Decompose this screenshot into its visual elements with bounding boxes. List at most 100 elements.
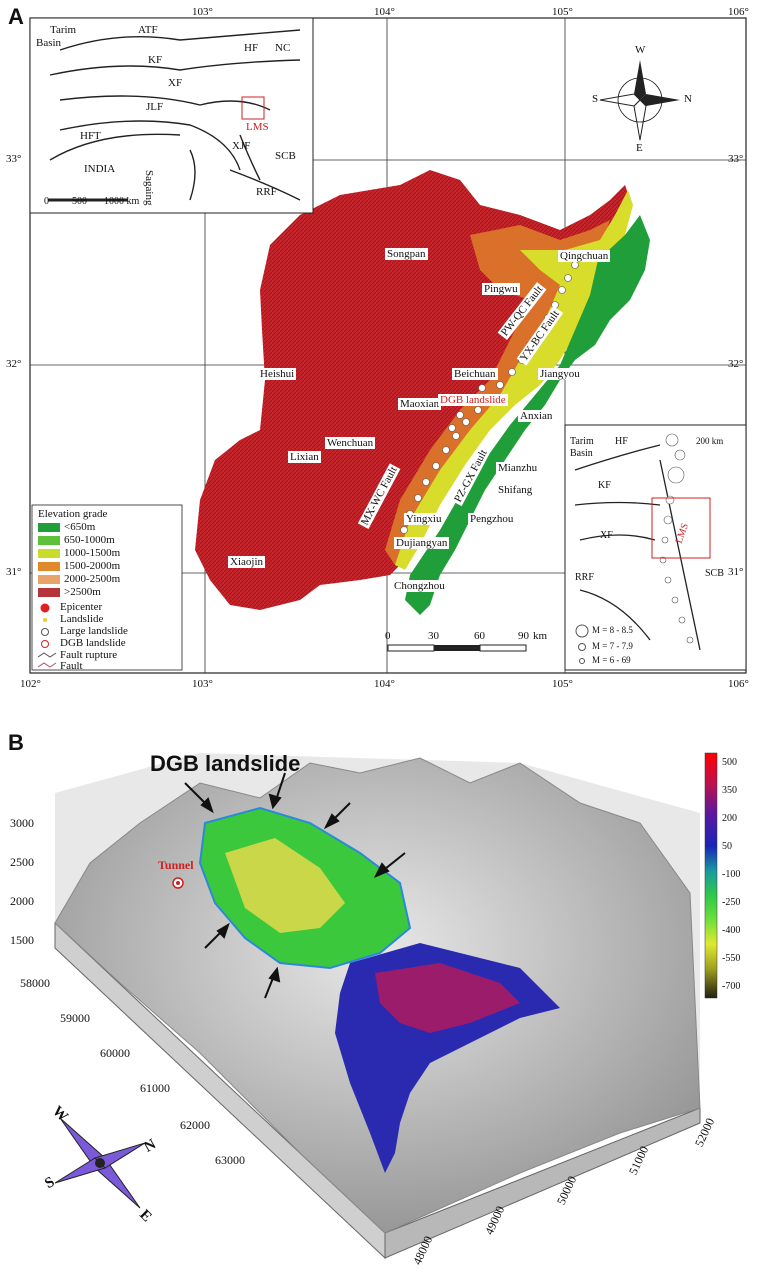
eq-inset-scb: SCB bbox=[705, 568, 724, 579]
inset-label-hf: HF bbox=[244, 42, 259, 54]
x-tick-51000: 51000 bbox=[625, 1143, 652, 1177]
city-mianzhu: Mianzhu bbox=[496, 462, 540, 474]
z-tick-1500: 1500 bbox=[10, 933, 34, 947]
inset-eq-lms-box bbox=[651, 497, 711, 559]
city-anxian: Anxian bbox=[518, 410, 555, 422]
compass3d-e: E bbox=[136, 1206, 155, 1226]
inset-label-xf: XF bbox=[168, 77, 183, 89]
lon-label-104-bottom: 104° bbox=[374, 678, 395, 690]
y-tick-62000: 62000 bbox=[180, 1118, 210, 1132]
eq-inset-basin: Basin bbox=[570, 448, 593, 459]
city-dgb-landslide: DGB landslide bbox=[438, 394, 508, 406]
inset-eq-mag-symbols bbox=[575, 624, 589, 664]
eq-inset-mag-1: M = 8 - 8.5 bbox=[592, 625, 633, 635]
inset-label-india: INDIA bbox=[84, 163, 116, 175]
legend-epicenter: Epicenter bbox=[60, 601, 103, 613]
inset-label-jlf: JLF bbox=[146, 101, 164, 113]
legend-grade-5: 2000-2500m bbox=[64, 573, 121, 585]
inset-tectonic-faults bbox=[49, 29, 301, 201]
block-right-face bbox=[384, 1107, 701, 1259]
cbar-tick-50: 50 bbox=[722, 841, 732, 852]
panel-b-labels: DGB landslide Tunnel 3000 2500 2000 1500… bbox=[0, 713, 761, 1273]
inset-label-sagaing: Sagaing bbox=[143, 170, 155, 206]
eq-inset-mag-2: M = 7 - 7.9 bbox=[592, 641, 633, 651]
panel-a-map bbox=[29, 17, 747, 674]
city-heishui: Heishui bbox=[258, 368, 297, 380]
inset-label-hft: HFT bbox=[80, 130, 101, 142]
cbar-tick-500: 500 bbox=[722, 757, 737, 768]
lon-label-106-bottom: 106° bbox=[728, 678, 749, 690]
inset-scale-1000: 1000 km bbox=[104, 196, 140, 207]
inset-label-atf: ATF bbox=[138, 24, 158, 36]
y-tick-59000: 59000 bbox=[60, 1011, 90, 1025]
z-tick-3000: 3000 bbox=[10, 816, 34, 830]
city-shifang: Shifang bbox=[496, 484, 535, 496]
compass-e: E bbox=[636, 142, 643, 154]
inset-label-tarim: Tarim bbox=[50, 24, 77, 36]
lat-label-31-right: 31° bbox=[728, 566, 744, 578]
legend-fault: Fault bbox=[60, 660, 83, 672]
scale-unit: km bbox=[533, 630, 548, 642]
lat-label-31-left: 31° bbox=[6, 566, 22, 578]
cbar-tick-m550: -550 bbox=[722, 953, 741, 964]
city-lixian: Lixian bbox=[288, 451, 321, 463]
city-maoxian: Maoxian bbox=[398, 398, 442, 410]
lon-label-103-top: 103° bbox=[192, 6, 213, 18]
fault-label-mx-wc: MX-WC Fault bbox=[357, 462, 401, 530]
lat-label-32-left: 32° bbox=[6, 358, 22, 370]
panel-b-letter: B bbox=[8, 730, 24, 755]
y-tick-61000: 61000 bbox=[140, 1081, 170, 1095]
panel-b-3d-surface bbox=[54, 752, 718, 1260]
inset-label-basin: Basin bbox=[36, 37, 62, 49]
x-tick-48000: 48000 bbox=[409, 1233, 436, 1267]
y-tick-58000: 58000 bbox=[20, 976, 50, 990]
inset-label-nc: NC bbox=[275, 42, 291, 54]
inset-label-kf: KF bbox=[148, 54, 163, 66]
legend-grade-6: >2500m bbox=[64, 586, 101, 598]
legend-frame bbox=[31, 504, 183, 671]
inset-label-xjf: XJF bbox=[232, 140, 251, 152]
legend-title: Elevation grade bbox=[38, 508, 108, 520]
eq-inset-tarim: Tarim bbox=[570, 436, 594, 447]
eq-inset-hf: HF bbox=[615, 436, 628, 447]
city-jiangyou: Jiangyou bbox=[538, 368, 582, 380]
panel-b-title: DGB landslide bbox=[150, 751, 301, 776]
city-chongzhou: Chongzhou bbox=[392, 580, 447, 592]
cbar-tick-m100: -100 bbox=[722, 869, 741, 880]
scale-90: 90 bbox=[518, 630, 529, 642]
city-beichuan: Beichuan bbox=[452, 368, 498, 380]
legend-fault-rupture: Fault rupture bbox=[60, 649, 118, 661]
scale-0: 0 bbox=[385, 630, 391, 642]
inset-tectonic-frame bbox=[29, 17, 314, 214]
scale-30: 30 bbox=[428, 630, 439, 642]
legend-grade-4: 1500-2000m bbox=[64, 560, 121, 572]
eq-inset-scale: 200 km bbox=[696, 436, 724, 446]
lat-label-33-left: 33° bbox=[6, 153, 22, 165]
x-tick-49000: 49000 bbox=[481, 1203, 508, 1237]
compass-s: S bbox=[592, 93, 599, 105]
cbar-tick-m400: -400 bbox=[722, 925, 741, 936]
colorbar bbox=[704, 752, 718, 999]
eq-inset-lms: LMS bbox=[673, 521, 691, 546]
city-dujiangyan: Dujiangyan bbox=[394, 537, 450, 549]
city-xiaojin: Xiaojin bbox=[228, 556, 265, 568]
z-tick-2000: 2000 bbox=[10, 894, 34, 908]
legend-grade-3: 1000-1500m bbox=[64, 547, 121, 559]
compass-rose bbox=[599, 60, 680, 141]
panel-a-letter: A bbox=[8, 4, 24, 29]
lon-label-104-top: 104° bbox=[374, 6, 395, 18]
scale-bar bbox=[387, 644, 527, 652]
inset-label-scb: SCB bbox=[275, 150, 296, 162]
compass-n: N bbox=[684, 93, 692, 105]
x-tick-50000: 50000 bbox=[553, 1173, 580, 1207]
eq-inset-xf: XF bbox=[600, 530, 613, 541]
lon-label-103-bottom: 103° bbox=[192, 678, 213, 690]
lat-label-32-right: 32° bbox=[728, 358, 744, 370]
inset-lms-box bbox=[241, 96, 265, 120]
y-tick-63000: 63000 bbox=[215, 1153, 245, 1167]
inset-eq-frame bbox=[564, 424, 747, 671]
inset-label-rrf: RRF bbox=[256, 186, 277, 198]
landslide-deposit-core bbox=[375, 963, 520, 1033]
legend-large-landslide: Large landslide bbox=[60, 625, 128, 637]
city-songpan: Songpan bbox=[385, 248, 428, 260]
